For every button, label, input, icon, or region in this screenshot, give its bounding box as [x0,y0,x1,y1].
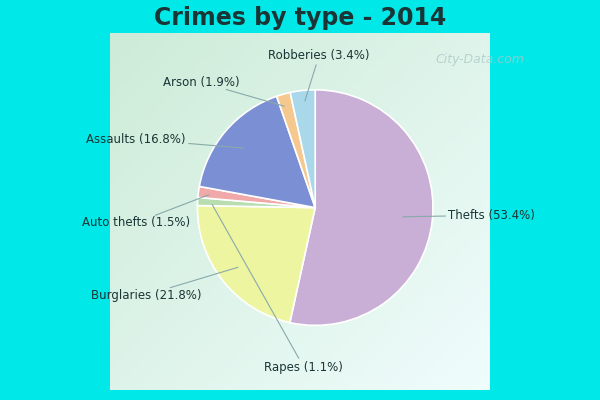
Text: Robberies (3.4%): Robberies (3.4%) [268,49,370,101]
Wedge shape [197,206,315,323]
Wedge shape [277,92,315,208]
Text: Assaults (16.8%): Assaults (16.8%) [86,133,243,148]
Text: Thefts (53.4%): Thefts (53.4%) [403,209,535,222]
Text: Burglaries (21.8%): Burglaries (21.8%) [91,267,238,302]
Text: Crimes by type - 2014: Crimes by type - 2014 [154,6,446,30]
Text: Auto thefts (1.5%): Auto thefts (1.5%) [82,195,209,229]
Wedge shape [197,198,315,208]
Text: Rapes (1.1%): Rapes (1.1%) [212,205,343,374]
Wedge shape [290,90,433,325]
Wedge shape [199,96,315,208]
Wedge shape [290,90,315,208]
Text: City-Data.com: City-Data.com [436,54,524,66]
Wedge shape [198,186,315,208]
Text: Arson (1.9%): Arson (1.9%) [163,76,284,106]
